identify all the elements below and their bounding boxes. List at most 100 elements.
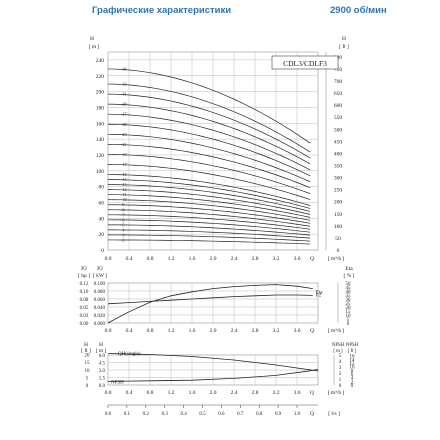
chart2-hp-tick-label: 0.08 — [80, 298, 89, 303]
chart1-y-right-tick-label: 400 — [334, 151, 343, 157]
chart1-x-tick-label: 3.2 — [273, 256, 280, 262]
chart1-y-tick-label: 100 — [96, 169, 105, 175]
chart3-x-tick-label: 2.4 — [231, 390, 238, 396]
curve-stage-19 — [107, 154, 311, 194]
chart2-kw-tick-label: 0.100 — [94, 282, 106, 287]
chart3-ls-tick-label: 0.5 — [199, 412, 206, 417]
speed-label: 2900 об/мин — [330, 5, 387, 16]
chart1-y-tick-label: 40 — [99, 216, 105, 222]
series-eta-line — [107, 284, 313, 324]
curve-stage-10 — [107, 199, 311, 221]
stage-label-15: -15 — [121, 172, 127, 177]
chart2-kw-tick-label: 0.020 — [94, 314, 106, 319]
chart2-x-tick-label: 2.8 — [252, 328, 259, 334]
chart3-x-tick-label: 2.8 — [252, 390, 259, 396]
stage-label-4: -4 — [121, 227, 125, 232]
curve-stage-23 — [107, 133, 311, 183]
series-p2-label: P2 — [316, 293, 322, 298]
chart1-y-right-tick-label: 450 — [334, 139, 343, 145]
chart3-xlabel2-unit: [ l/s ] — [328, 411, 340, 417]
curve-stage-8 — [107, 209, 311, 227]
chart3-ls-tick-label: 0.2 — [143, 412, 150, 417]
chart2-xlabel-q: Q — [310, 328, 314, 334]
chart2-ylabel-hp-unit: [ hp ] — [78, 273, 90, 279]
stage-label-8: -8 — [121, 207, 125, 212]
chart1-xlabel-unit: [ m³/h ] — [328, 256, 345, 262]
chart1-y-right-tick-label: 700 — [334, 79, 343, 85]
chart2-x-tick-label: 3.6 — [294, 328, 301, 334]
chart1-y-right-tick-label: 350 — [334, 164, 343, 170]
chart1-x-tick-label: 1.2 — [168, 256, 175, 262]
chart1-y-right-tick-label: 300 — [334, 176, 343, 182]
chart3-npsh-m-tick-label: 3 — [339, 366, 342, 371]
curve-stage-12 — [107, 189, 311, 215]
curve-stage-14 — [107, 179, 311, 209]
chart1-x-tick-label: 3.6 — [294, 256, 301, 262]
chart1-y-right-tick-label: 500 — [334, 127, 343, 133]
chart2-ylabel-kw-unit: [ kW ] — [93, 273, 107, 279]
chart2-x-tick-label: 1.2 — [168, 328, 175, 334]
chart3-npsh-ft-tick-label: 4 — [351, 377, 354, 382]
chart2-hp-tick-label: 0.10 — [80, 290, 89, 295]
curve-stage-11 — [107, 194, 311, 218]
chart3-npsh-m-tick-label: 2 — [339, 372, 342, 377]
chart3-npsh-m-tick-label: 1 — [339, 378, 342, 383]
curve-stage-2 — [107, 239, 311, 245]
chart3-hm-tick-label: 3.0 — [99, 369, 106, 374]
chart1-y-right-tick-label: 650 — [334, 91, 343, 97]
stage-label-10: -10 — [121, 197, 127, 202]
curve-stage-9 — [107, 204, 311, 224]
chart3-x-tick-label: 3.2 — [273, 390, 280, 396]
curve-stage-25 — [107, 123, 311, 177]
chart1-title: CDL3/CDLF3 — [283, 59, 327, 68]
stage-label-19: -19 — [121, 152, 127, 157]
chart1-y-tick-label: 80 — [99, 185, 105, 191]
chart2-x-tick-label: 1.6 — [189, 328, 196, 334]
curve-stage-29 — [107, 103, 311, 165]
chart1-ylabel-right-name: H — [342, 36, 346, 42]
curve-stage-7 — [107, 214, 311, 230]
chart2-ylabel-kw-name: P2 — [97, 266, 103, 272]
chart2-x-tick-label: 0.4 — [126, 328, 133, 334]
stage-label-3: -3 — [121, 232, 125, 237]
chart3-ylabel-npsh-ft-unit: [ ft ] — [348, 349, 357, 354]
chart3-ls-tick-label: 0.7 — [237, 412, 244, 417]
chart1-y-tick-label: 180 — [96, 105, 105, 111]
chart3-xlabel-unit: [ m³/h ] — [328, 390, 345, 396]
series-npsh-label: NPSH — [111, 380, 124, 385]
chart1-x-tick-label: 2.4 — [231, 256, 238, 262]
stage-label-12: -12 — [121, 187, 127, 192]
chart2-x-tick-label: 0.0 — [105, 328, 112, 334]
stage-label-36: -36 — [121, 66, 127, 71]
curve-stage-5 — [107, 224, 311, 236]
stage-label-29: -29 — [121, 102, 127, 107]
chart2-eta-tick-label: 35 — [346, 294, 352, 299]
chart1-y-right-tick-label: 0 — [337, 248, 340, 254]
chart3-ylabel-npsh-m-name: NPSH — [332, 343, 345, 348]
chart2-ylabel-hp-name: P2 — [81, 266, 87, 272]
curve-stage-15 — [107, 174, 311, 206]
chart3-npsh-m-tick-label: 4 — [339, 360, 342, 365]
stage-label-2: -2 — [121, 237, 125, 242]
chart1-title-box — [271, 55, 339, 70]
chart3-ls-tick-label: 0.4 — [180, 412, 187, 417]
chart1-y-right-tick-label: 200 — [334, 200, 343, 206]
chart2-x-tick-label: 2.0 — [210, 328, 217, 334]
chart1-y-right-tick-label: 150 — [334, 212, 343, 218]
stage-label-5: -5 — [121, 222, 125, 227]
chart1-x-tick-label: 0.4 — [126, 256, 133, 262]
stage-label-14: -14 — [121, 177, 127, 182]
chart1-x-tick-label: 0.8 — [147, 256, 154, 262]
stage-label-17: -17 — [121, 162, 127, 167]
chart1-y-tick-label: 200 — [96, 90, 105, 96]
curve-stage-33 — [107, 83, 311, 153]
chart1-xlabel-q: Q — [310, 256, 314, 262]
chart3-ls-tick-label: 0.1 — [124, 412, 131, 417]
chart1-y-right-tick-label: 50 — [335, 236, 341, 242]
chart3-ls-tick-label: 0.3 — [162, 412, 169, 417]
chart3-ylabel-m-name: H — [99, 342, 103, 348]
chart1-x-tick-label: 1.6 — [189, 256, 196, 262]
chart3-npsh-ft-tick-label: 8 — [351, 369, 354, 374]
chart1-y-tick-label: 0 — [101, 248, 104, 254]
chart3-x-tick-label: 1.2 — [168, 390, 175, 396]
